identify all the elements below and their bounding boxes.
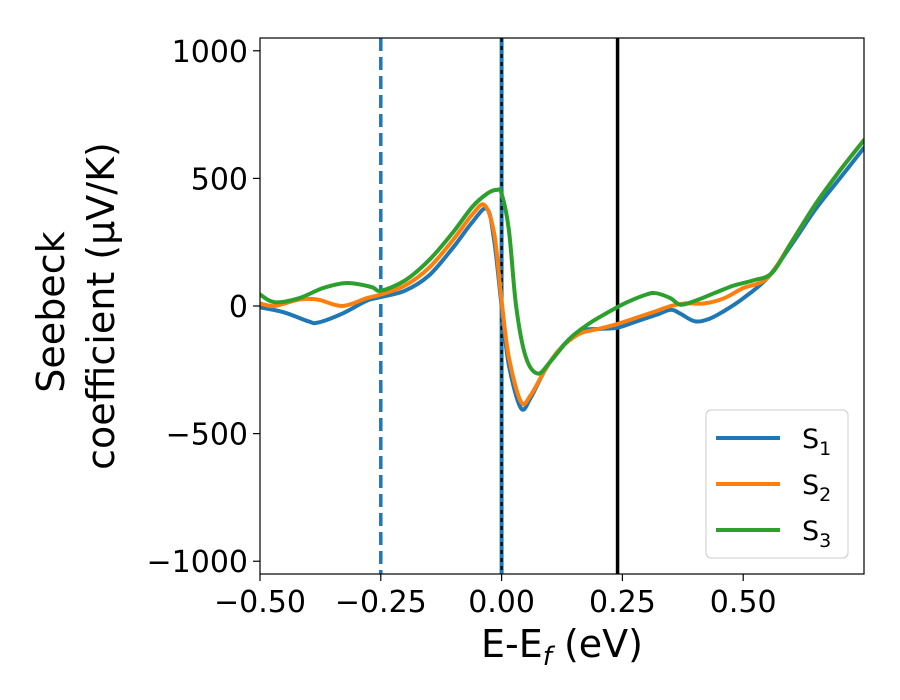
series-line-s1 bbox=[260, 145, 864, 412]
series-line-s2 bbox=[260, 138, 864, 407]
y-tick-label: 0 bbox=[229, 290, 248, 325]
x-tick-label: 0.25 bbox=[589, 585, 656, 620]
x-axis-label-main: E-E bbox=[481, 622, 543, 666]
y-axis-label-line1: Seebeck bbox=[29, 231, 73, 392]
x-tick-label: −0.25 bbox=[335, 585, 427, 620]
x-axis-label-unit: (eV) bbox=[552, 622, 643, 666]
x-axis-label: E-Ef (eV) bbox=[481, 622, 643, 672]
legend-label-s1: S1 bbox=[802, 424, 831, 460]
y-tick-label: −1000 bbox=[147, 545, 248, 580]
legend-label-s2: S2 bbox=[802, 470, 831, 506]
x-tick-label: 0.00 bbox=[468, 585, 535, 620]
data-series bbox=[260, 138, 864, 412]
x-axis-ticks: −0.50 −0.25 0.00 0.25 0.50 bbox=[214, 574, 777, 620]
y-tick-label: 500 bbox=[191, 162, 248, 197]
legend-label-s3: S3 bbox=[802, 516, 831, 552]
y-tick-label: 1000 bbox=[172, 35, 248, 70]
y-axis-ticks: −1000 −500 0 500 1000 bbox=[147, 35, 260, 580]
y-axis-label-line2: coefficient (μV/K) bbox=[79, 142, 123, 470]
y-axis-label: Seebeck coefficient (μV/K) bbox=[29, 142, 123, 470]
x-tick-label: 0.50 bbox=[710, 585, 777, 620]
x-tick-label: −0.50 bbox=[214, 585, 306, 620]
legend: S1 S2 S3 bbox=[705, 409, 849, 559]
series-line-s3 bbox=[260, 138, 864, 376]
y-tick-label: −500 bbox=[166, 418, 248, 453]
reference-lines bbox=[379, 38, 620, 574]
